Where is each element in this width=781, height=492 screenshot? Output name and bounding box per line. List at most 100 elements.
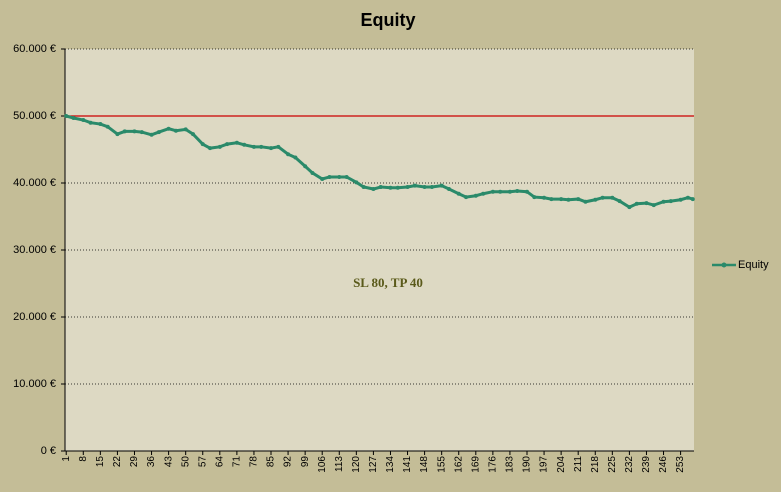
point bbox=[566, 197, 571, 202]
point bbox=[395, 185, 400, 190]
point bbox=[378, 185, 383, 190]
point bbox=[446, 187, 451, 192]
point bbox=[361, 185, 366, 190]
point bbox=[481, 191, 486, 196]
y-tick-label: 0 € bbox=[41, 445, 56, 457]
x-tick-label: 71 bbox=[232, 456, 243, 468]
x-tick-label: 204 bbox=[556, 456, 567, 473]
point bbox=[303, 164, 308, 169]
x-tick-label: 64 bbox=[214, 456, 225, 468]
point bbox=[685, 195, 690, 200]
x-tick-label: 127 bbox=[368, 456, 379, 473]
x-tick-label: 22 bbox=[112, 456, 123, 468]
x-tick-label: 218 bbox=[590, 456, 601, 473]
point bbox=[668, 199, 673, 204]
x-tick-label: 106 bbox=[317, 456, 328, 473]
point bbox=[524, 189, 529, 194]
legend-marker bbox=[721, 262, 727, 268]
x-tick-label: 15 bbox=[95, 456, 106, 468]
point bbox=[293, 155, 298, 160]
point bbox=[310, 170, 315, 175]
point bbox=[600, 195, 605, 200]
point bbox=[549, 197, 554, 202]
point bbox=[429, 185, 434, 190]
x-tick-label: 50 bbox=[180, 456, 191, 468]
point bbox=[105, 124, 110, 129]
x-tick-label: 253 bbox=[675, 456, 686, 473]
x-tick-label: 99 bbox=[300, 456, 311, 468]
point bbox=[388, 185, 393, 190]
x-tick-label: 120 bbox=[351, 456, 362, 473]
x-tick-label: 92 bbox=[283, 456, 294, 468]
point bbox=[542, 195, 547, 200]
x-tick-label: 113 bbox=[334, 456, 345, 472]
point bbox=[269, 146, 274, 151]
point bbox=[115, 132, 120, 137]
point bbox=[617, 199, 622, 204]
point bbox=[259, 144, 264, 149]
point bbox=[354, 180, 359, 185]
point bbox=[183, 127, 188, 132]
x-tick-label: 176 bbox=[488, 456, 499, 473]
point bbox=[320, 176, 325, 181]
y-tick-label: 30.000 € bbox=[13, 244, 56, 256]
point bbox=[242, 142, 247, 147]
point bbox=[225, 142, 230, 147]
x-tick-label: 239 bbox=[641, 456, 652, 473]
x-tick-label: 197 bbox=[539, 456, 550, 473]
x-tick-label: 183 bbox=[505, 456, 516, 473]
point bbox=[651, 203, 656, 208]
point bbox=[634, 201, 639, 206]
point bbox=[132, 129, 137, 134]
point bbox=[173, 128, 178, 133]
point bbox=[88, 120, 93, 125]
x-tick-label: 36 bbox=[146, 456, 157, 468]
point bbox=[217, 144, 222, 149]
point bbox=[81, 118, 86, 123]
x-tick-label: 8 bbox=[78, 456, 89, 462]
point bbox=[327, 174, 332, 179]
annotation: SL 80, TP 40 bbox=[353, 275, 423, 290]
point bbox=[200, 142, 205, 147]
x-tick-label: 141 bbox=[402, 456, 413, 473]
point bbox=[64, 114, 69, 118]
point bbox=[644, 201, 649, 206]
point bbox=[98, 122, 103, 127]
y-tick-label: 60.000 € bbox=[13, 43, 56, 55]
point bbox=[208, 146, 213, 151]
x-tick-label: 78 bbox=[249, 456, 260, 468]
point bbox=[464, 195, 469, 200]
y-tick-label: 10.000 € bbox=[13, 378, 56, 390]
point bbox=[412, 183, 417, 188]
point bbox=[593, 197, 598, 202]
point bbox=[122, 129, 127, 134]
point bbox=[473, 193, 478, 198]
point bbox=[490, 189, 495, 194]
point bbox=[344, 174, 349, 179]
point bbox=[439, 183, 444, 188]
point bbox=[532, 195, 537, 200]
point bbox=[139, 130, 144, 135]
y-tick-label: 50.000 € bbox=[13, 110, 56, 122]
point bbox=[337, 174, 342, 179]
point bbox=[576, 197, 581, 202]
point bbox=[627, 205, 632, 210]
point bbox=[456, 191, 461, 196]
point bbox=[661, 199, 666, 204]
point bbox=[149, 132, 154, 137]
point bbox=[190, 132, 195, 137]
y-tick-label: 20.000 € bbox=[13, 311, 56, 323]
point bbox=[156, 130, 161, 135]
x-tick-label: 246 bbox=[658, 456, 669, 473]
point bbox=[166, 126, 171, 131]
point bbox=[251, 144, 256, 149]
x-tick-label: 232 bbox=[624, 456, 635, 473]
y-tick-label: 40.000 € bbox=[13, 177, 56, 189]
point bbox=[405, 185, 410, 190]
x-tick-label: 134 bbox=[385, 456, 396, 473]
legend-label: Equity bbox=[738, 259, 769, 271]
x-tick-label: 169 bbox=[470, 456, 481, 473]
point bbox=[678, 197, 683, 202]
x-tick-label: 211 bbox=[573, 456, 584, 472]
